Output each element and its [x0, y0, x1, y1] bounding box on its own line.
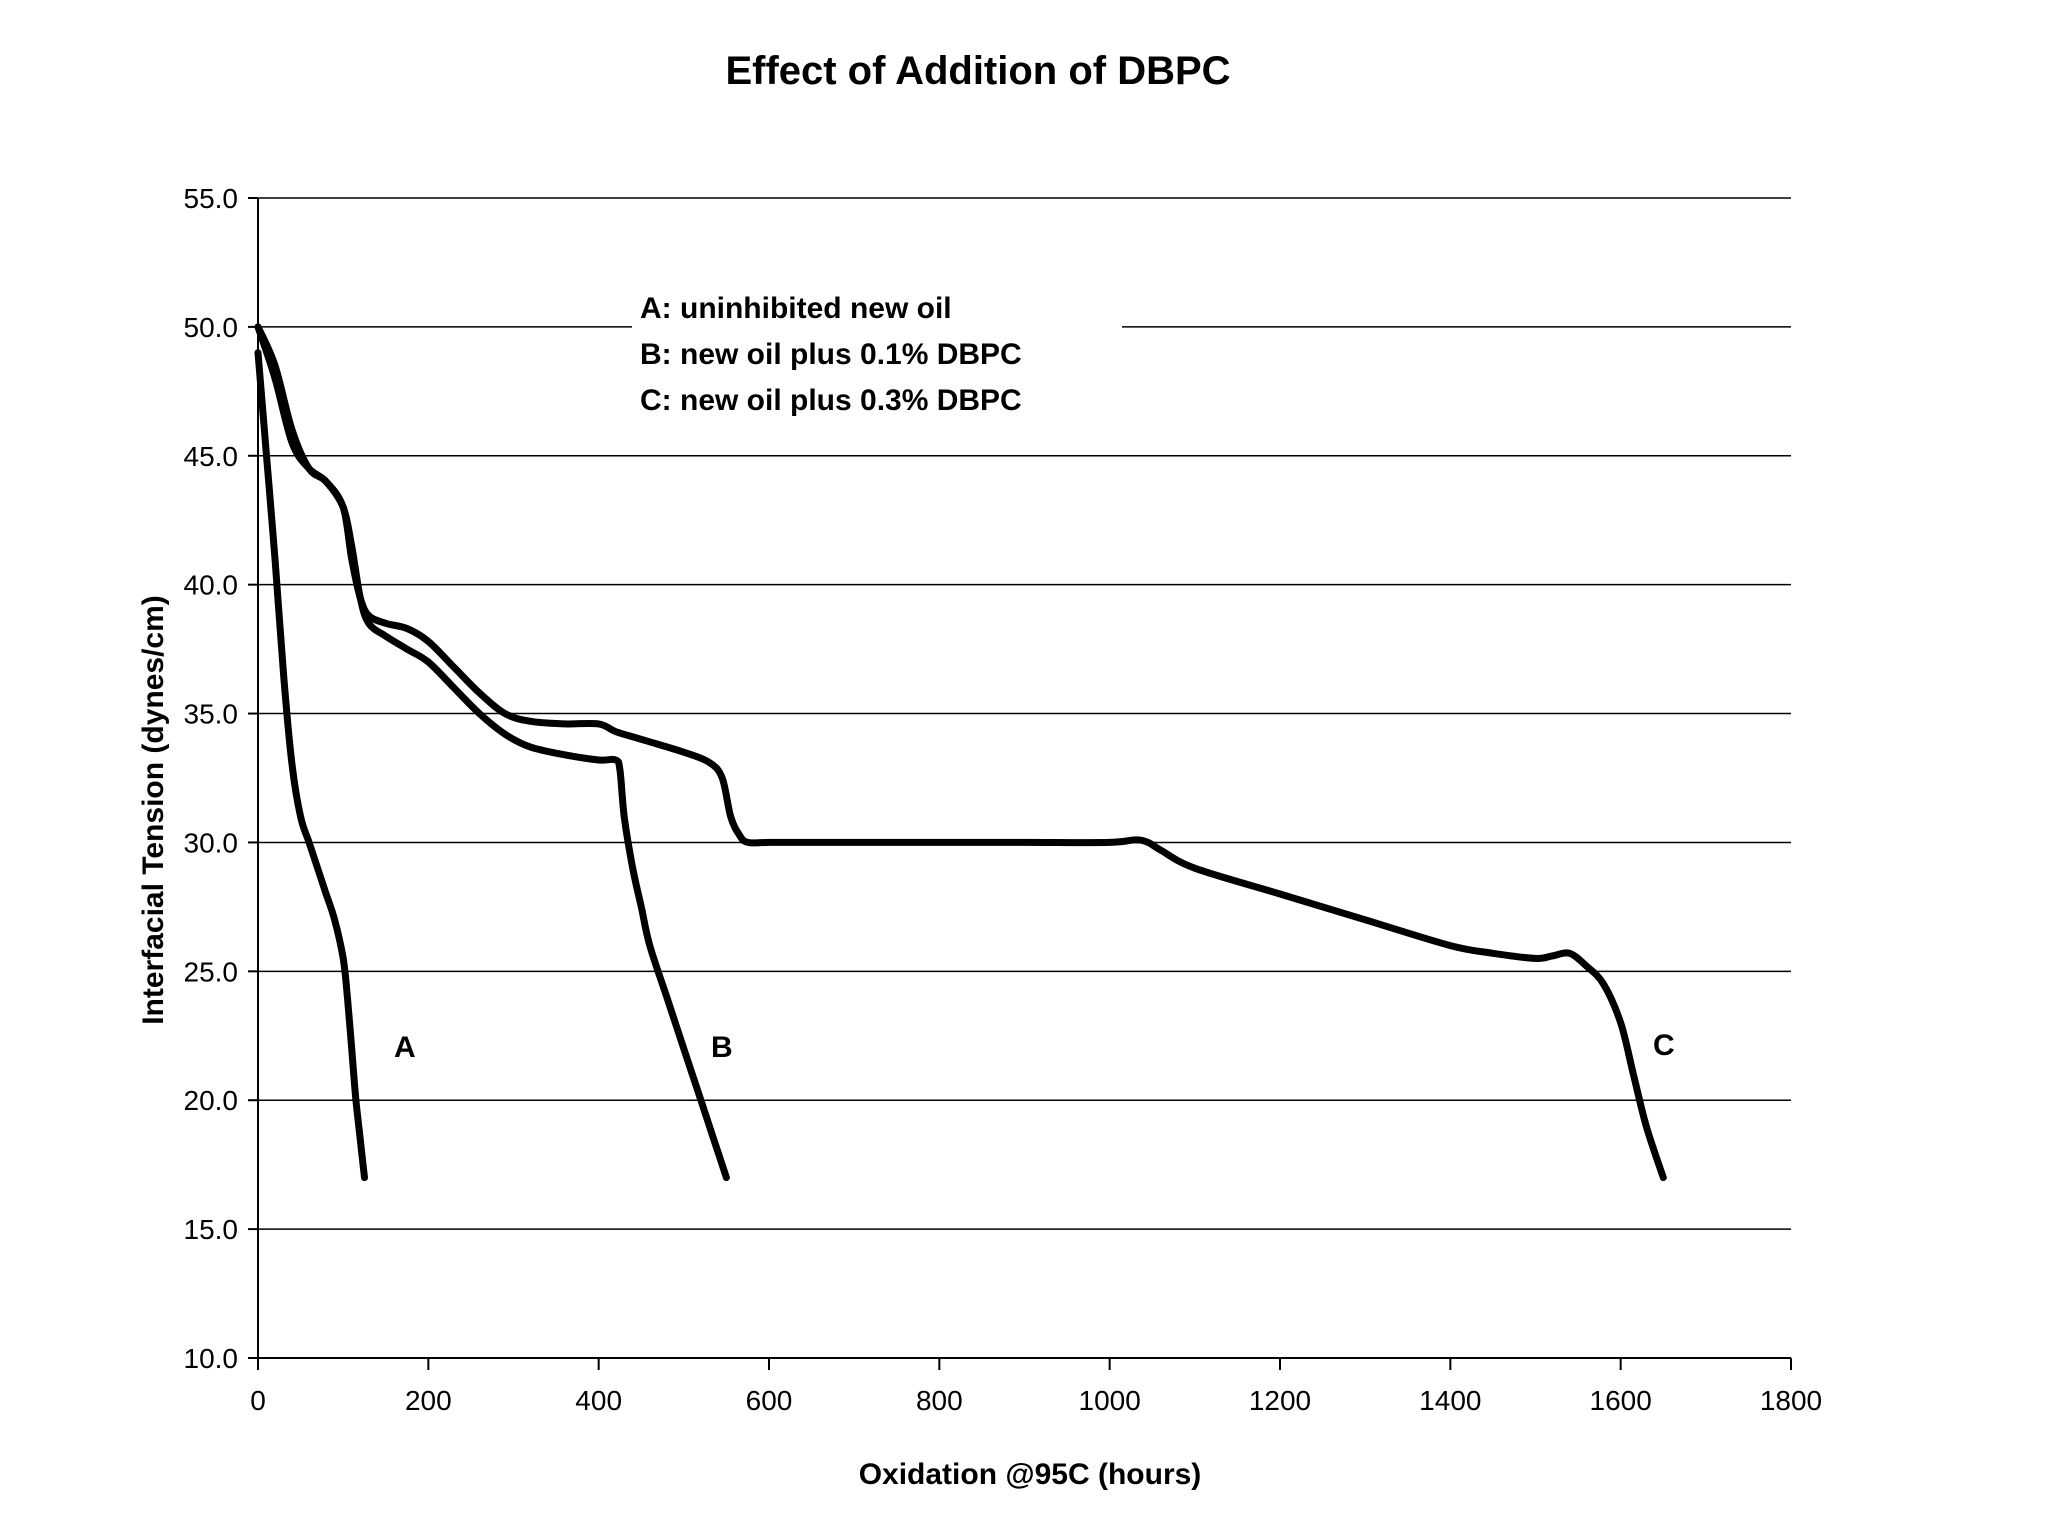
x-tick-label: 1400 — [1419, 1385, 1481, 1416]
y-tick-label: 50.0 — [184, 312, 239, 343]
x-tick-label: 400 — [575, 1385, 622, 1416]
x-tick-label: 1200 — [1249, 1385, 1311, 1416]
y-tick-label: 40.0 — [184, 570, 239, 601]
chart-title: Effect of Addition of DBPC — [725, 49, 1230, 93]
series-label-c: C — [1653, 1029, 1675, 1062]
x-tick-label: 600 — [746, 1385, 793, 1416]
legend-entry-a: A: uninhibited new oil — [640, 292, 952, 325]
y-tick-label: 15.0 — [184, 1214, 239, 1245]
x-axis-title: Oxidation @95C (hours) — [859, 1458, 1202, 1491]
x-tick-label: 800 — [916, 1385, 963, 1416]
x-tick-label: 0 — [250, 1385, 266, 1416]
series-line-a — [254, 349, 368, 1182]
y-tick-label: 35.0 — [184, 699, 239, 730]
y-tick-label: 10.0 — [184, 1343, 239, 1374]
series-label-a: A — [394, 1031, 416, 1064]
y-tick-label: 20.0 — [184, 1085, 239, 1116]
series-line-c — [254, 323, 1667, 1182]
series-line-b — [254, 323, 730, 1182]
x-tick-label: 1000 — [1079, 1385, 1141, 1416]
y-tick-label: 30.0 — [184, 827, 239, 858]
x-tick-label: 200 — [405, 1385, 452, 1416]
legend-entry-c: C: new oil plus 0.3% DBPC — [640, 384, 1022, 417]
y-axis-title: Interfacial Tension (dynes/cm) — [137, 595, 170, 1025]
x-tick-label: 1800 — [1760, 1385, 1822, 1416]
plot-area: 10.0 15.0 20.0 25.0 30.0 35.0 40.0 45.0 50.0 55.0… — [184, 183, 1823, 1416]
y-tick-label: 25.0 — [184, 956, 239, 987]
legend: A: uninhibited new oil B: new oil plus 0… — [640, 292, 1022, 417]
y-tick-label: 55.0 — [184, 183, 239, 214]
legend-entry-b: B: new oil plus 0.1% DBPC — [640, 338, 1022, 371]
x-tick-label: 1600 — [1590, 1385, 1652, 1416]
y-tick-label: 45.0 — [184, 441, 239, 472]
series-label-b: B — [711, 1031, 733, 1064]
